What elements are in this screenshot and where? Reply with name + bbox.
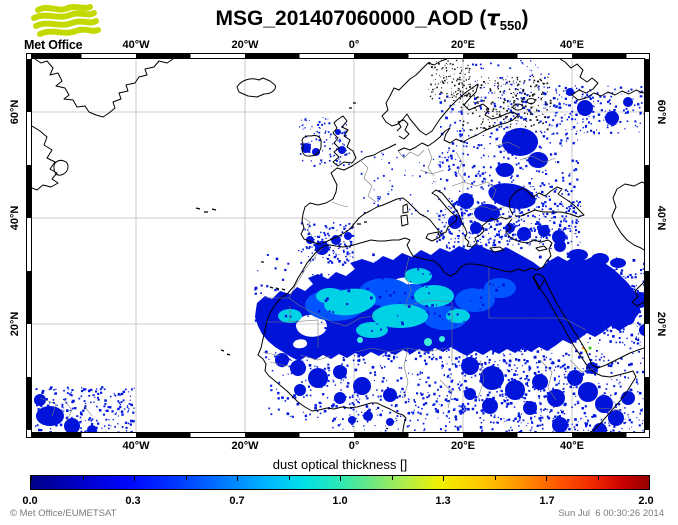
lat-label-left-20n: 20°N: [9, 311, 21, 337]
coastline-caspian: [611, 181, 644, 251]
lon-label-top-0: 0°: [348, 39, 360, 51]
lake-ladoga: [512, 103, 524, 111]
lake-onega: [526, 98, 536, 104]
colorbar-tickmark: [31, 476, 32, 481]
coastline-persian-gulf: [631, 281, 644, 307]
frame-tick-strip-left: [27, 54, 31, 437]
colorbar-tick-0.0: 0.0: [22, 495, 38, 507]
frame-tick-strip-right: [645, 54, 649, 437]
frame-tick-strip-top: [27, 54, 649, 58]
coastline-turkey-levant-africa: [257, 218, 553, 432]
colorbar-tickmark: [185, 476, 187, 480]
speckle-region-gulf-guinea: [332, 393, 447, 432]
lon-label-bottom-20w: 20°W: [231, 440, 259, 452]
colorbar-tickmark: [649, 476, 650, 481]
coastline-black-sea: [508, 186, 585, 218]
dust-cyan-patches: [278, 268, 470, 338]
coastline-red-sea-horn: [532, 275, 637, 432]
dust-bright-cyan-dots: [357, 336, 445, 346]
map-plot-area: [31, 58, 645, 433]
colorbar-tickmark: [237, 476, 238, 481]
lat-label-right-60n: 60°N: [655, 99, 667, 125]
small-islands: [195, 102, 389, 432]
colorbar-tick-0.7: 0.7: [229, 495, 245, 507]
met-office-logo-icon: [31, 4, 101, 37]
colorbar-tick-1.0: 1.0: [332, 495, 348, 507]
colorbar-tickmark: [134, 476, 135, 481]
dust-patches-south-america: [34, 394, 97, 432]
speckle-region-uk-ireland: [299, 117, 350, 167]
colorbar-tickmark: [340, 476, 341, 481]
colorbar-tickmark: [288, 476, 290, 480]
colorbar-tickmark: [82, 476, 84, 480]
coastline-ireland: [301, 135, 322, 157]
met-office-logo-text: Met Office: [24, 38, 83, 52]
coastlines: [32, 59, 644, 432]
island-cyprus: [535, 245, 548, 252]
colorbar-title: dust optical thickness []: [272, 457, 408, 472]
colorbar-tick-2.0: 2.0: [638, 495, 654, 507]
lat-label-left-40n: 40°N: [9, 205, 21, 231]
lat-label-left-60n: 60°N: [9, 99, 21, 125]
timestamp-text: Sun Jul 6 00:30:26 2014: [558, 508, 664, 519]
map-frame: [26, 53, 650, 438]
coastline-denmark: [396, 119, 410, 140]
colorbar-tickmark: [546, 476, 547, 481]
lat-label-right-40n: 40°N: [655, 205, 667, 231]
coastline-sinai: [532, 273, 546, 290]
tau-subscript: 550: [499, 18, 522, 34]
dust-patches-europe: [301, 88, 633, 255]
colorbar-tick-0.3: 0.3: [125, 495, 141, 507]
map-canvas: [32, 59, 644, 432]
speckle-region-iberia: [298, 222, 355, 264]
lon-label-bottom-20e: 20°E: [451, 440, 475, 452]
coastline-atlantic-europe: [300, 143, 397, 245]
coastline-greenland: [34, 59, 174, 118]
lon-label-top-40e: 40°E: [560, 39, 584, 51]
speckle-region-nw-russia: [552, 85, 644, 135]
copyright-text: © Met Office/EUMETSAT: [10, 508, 117, 519]
island-corsica: [402, 203, 409, 214]
dust-speckle-layer: [35, 59, 644, 432]
colorbar-tickmark: [494, 476, 496, 480]
lon-label-bottom-40e: 40°E: [560, 440, 584, 452]
colorbar-tick-1.7: 1.7: [539, 495, 555, 507]
lon-label-top-20w: 20°W: [231, 39, 259, 51]
page-title: MSG_201407060000_AOD (τ550): [215, 6, 529, 34]
coastline-nw-russia: [559, 59, 644, 101]
island-sicily: [425, 231, 441, 242]
island-sardinia: [400, 214, 409, 227]
speckle-region-finland-lakes: [458, 76, 552, 133]
tau-symbol: τ: [486, 6, 500, 30]
speckle-region-scandinavia: [472, 60, 550, 106]
lat-label-right-20n: 20°N: [655, 311, 667, 337]
colorbar-tick-1.3: 1.3: [435, 495, 451, 507]
coastline-iceland: [236, 77, 276, 98]
coastline-mediterranean-north: [322, 189, 512, 248]
coastline-newfoundland: [53, 159, 69, 176]
speckle-region-sahel: [268, 348, 579, 422]
anomaly-dot: [588, 346, 592, 350]
lon-label-top-20e: 20°E: [451, 39, 475, 51]
lon-label-bottom-40w: 40°W: [122, 440, 150, 452]
speckle-region-east-africa-s: [480, 415, 644, 432]
speckle-region-norway-terrain: [428, 59, 471, 106]
lon-label-top-40w: 40°W: [122, 39, 150, 51]
colorbar: [30, 475, 650, 490]
island-crete: [489, 246, 505, 253]
coastline-scandinavia-baltic: [381, 59, 519, 152]
speckle-region-sudan-horn: [445, 355, 644, 432]
dust-aod-field: [34, 59, 644, 432]
speckle-region-south-america: [35, 386, 135, 432]
colorbar-tickmark: [443, 476, 444, 481]
country-borders: [39, 141, 623, 423]
coastline-arabia-west: [544, 279, 644, 369]
colorbar-tickmark: [391, 476, 393, 480]
coastline-canada: [32, 125, 59, 191]
lon-label-bottom-0: 0°: [348, 440, 360, 452]
frame-tick-strip-bottom: [27, 433, 649, 437]
coastline-great-britain: [332, 115, 357, 167]
colorbar-tickmark: [597, 476, 599, 480]
